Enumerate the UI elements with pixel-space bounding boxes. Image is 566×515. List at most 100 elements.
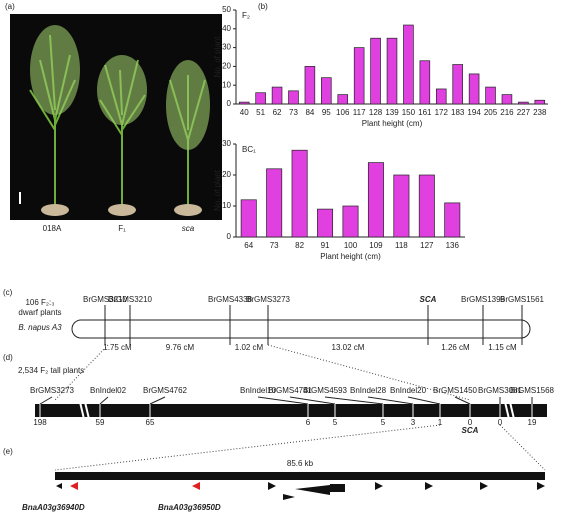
recombinant-count: 65: [146, 418, 155, 427]
bar: [321, 77, 332, 105]
bar: [291, 149, 308, 238]
chart-annotation: F₂: [242, 11, 250, 20]
marker-label: BrGMS4741: [268, 386, 313, 395]
bar: [353, 47, 365, 105]
x-tick-label: 161: [418, 108, 432, 117]
bar: [238, 101, 250, 105]
bar: [435, 88, 447, 105]
y-tick-label: 30: [222, 43, 231, 52]
marker-label: BnIndel02: [90, 386, 127, 395]
region-size: 85.6 kb: [287, 459, 314, 468]
x-axis-label: Plant height (cm): [362, 119, 423, 128]
marker-label: BrGMS1450: [433, 386, 478, 395]
x-tick-label: 82: [295, 241, 304, 250]
marker-line: [289, 396, 336, 405]
y-tick-label: 0: [227, 99, 232, 108]
marker-line: [454, 396, 471, 405]
distance-label: 13.02 cM: [332, 343, 365, 352]
y-tick-label: 10: [222, 80, 231, 89]
y-tick-label: 20: [222, 170, 231, 179]
bar: [444, 202, 461, 238]
bar: [255, 92, 266, 105]
recombinant-count: 1: [438, 418, 443, 427]
marker-label: BrGMS3273: [246, 295, 291, 304]
bar: [501, 94, 513, 105]
photo-label: 018A: [43, 224, 62, 233]
x-tick-label: 73: [289, 108, 298, 117]
x-axis-label: Plant height (cm): [320, 252, 381, 261]
distance-label: 1.02 cM: [235, 343, 264, 352]
marker-label: BnIndel28: [350, 386, 387, 395]
bar: [418, 174, 435, 238]
x-tick-label: 106: [336, 108, 350, 117]
distance-label: 9.76 cM: [166, 343, 195, 352]
panel-label: (a): [5, 2, 15, 11]
recombinant-count: 5: [333, 418, 338, 427]
marker-line: [149, 396, 166, 405]
marker-label: BrGMS3210: [108, 295, 153, 304]
x-tick-label: 84: [305, 108, 314, 117]
photo-label: F₁: [118, 224, 126, 233]
x-tick-label: 73: [270, 241, 279, 250]
x-tick-label: 139: [385, 108, 399, 117]
y-tick-label: 30: [222, 139, 231, 148]
zoom-line: [54, 344, 109, 401]
x-tick-label: 172: [435, 108, 449, 117]
chromosome: [71, 319, 531, 339]
distance-label: 1.75 cM: [103, 343, 132, 352]
bar: [386, 37, 398, 105]
bar: [266, 168, 283, 238]
chart-annotation: BC₁: [242, 145, 256, 154]
map-bar: [35, 404, 547, 417]
marker-label: BrGMS3081: [478, 386, 523, 395]
x-tick-label: 227: [517, 108, 531, 117]
bar: [342, 205, 359, 238]
gene-arrows: [56, 482, 545, 500]
bar: [288, 90, 299, 105]
zoom-line: [499, 424, 546, 471]
marker-label: SCA: [420, 295, 437, 304]
x-tick-label: 128: [369, 108, 383, 117]
panel-label: (d): [3, 353, 13, 362]
bar: [419, 60, 431, 105]
gene-name: BnaA03g36950D: [158, 503, 221, 512]
x-tick-label: 183: [451, 108, 465, 117]
recombinant-count: 198: [33, 418, 47, 427]
gene-label: SCA: [462, 426, 479, 435]
panel-label: (b): [258, 2, 268, 11]
x-tick-label: 91: [321, 241, 330, 250]
x-tick-label: 100: [344, 241, 358, 250]
bar: [367, 162, 384, 238]
x-tick-label: 238: [533, 108, 547, 117]
marker-line: [407, 396, 441, 405]
x-tick-label: 95: [322, 108, 331, 117]
bar: [317, 208, 334, 238]
x-tick-label: 51: [256, 108, 265, 117]
bar: [393, 174, 410, 238]
x-tick-label: 127: [420, 241, 434, 250]
gene-name: BnaA03g36940D: [22, 503, 85, 512]
chromosome-name: B. napus A3: [18, 323, 62, 332]
marker-line: [99, 396, 109, 405]
bar: [304, 66, 316, 105]
x-tick-label: 64: [244, 241, 253, 250]
bar: [468, 73, 480, 105]
recombinant-count: 5: [381, 418, 386, 427]
bar: [534, 99, 546, 105]
y-tick-label: 20: [222, 62, 231, 71]
y-axis-label: No. of plant: [213, 36, 222, 78]
zoom-line: [267, 344, 471, 401]
x-tick-label: 117: [353, 108, 366, 117]
marker-label: BnIndel20: [390, 386, 427, 395]
y-tick-label: 40: [222, 24, 231, 33]
population: 2,534 F₂ tall plants: [18, 366, 84, 375]
recombinant-count: 59: [96, 418, 105, 427]
photo-label: sca: [182, 224, 195, 233]
panel-label: (c): [3, 288, 13, 297]
break: [79, 401, 515, 420]
recombinant-count: 0: [468, 418, 473, 427]
marker-label: BrGMS4762: [143, 386, 188, 395]
x-tick-label: 194: [467, 108, 481, 117]
x-tick-label: 136: [446, 241, 460, 250]
